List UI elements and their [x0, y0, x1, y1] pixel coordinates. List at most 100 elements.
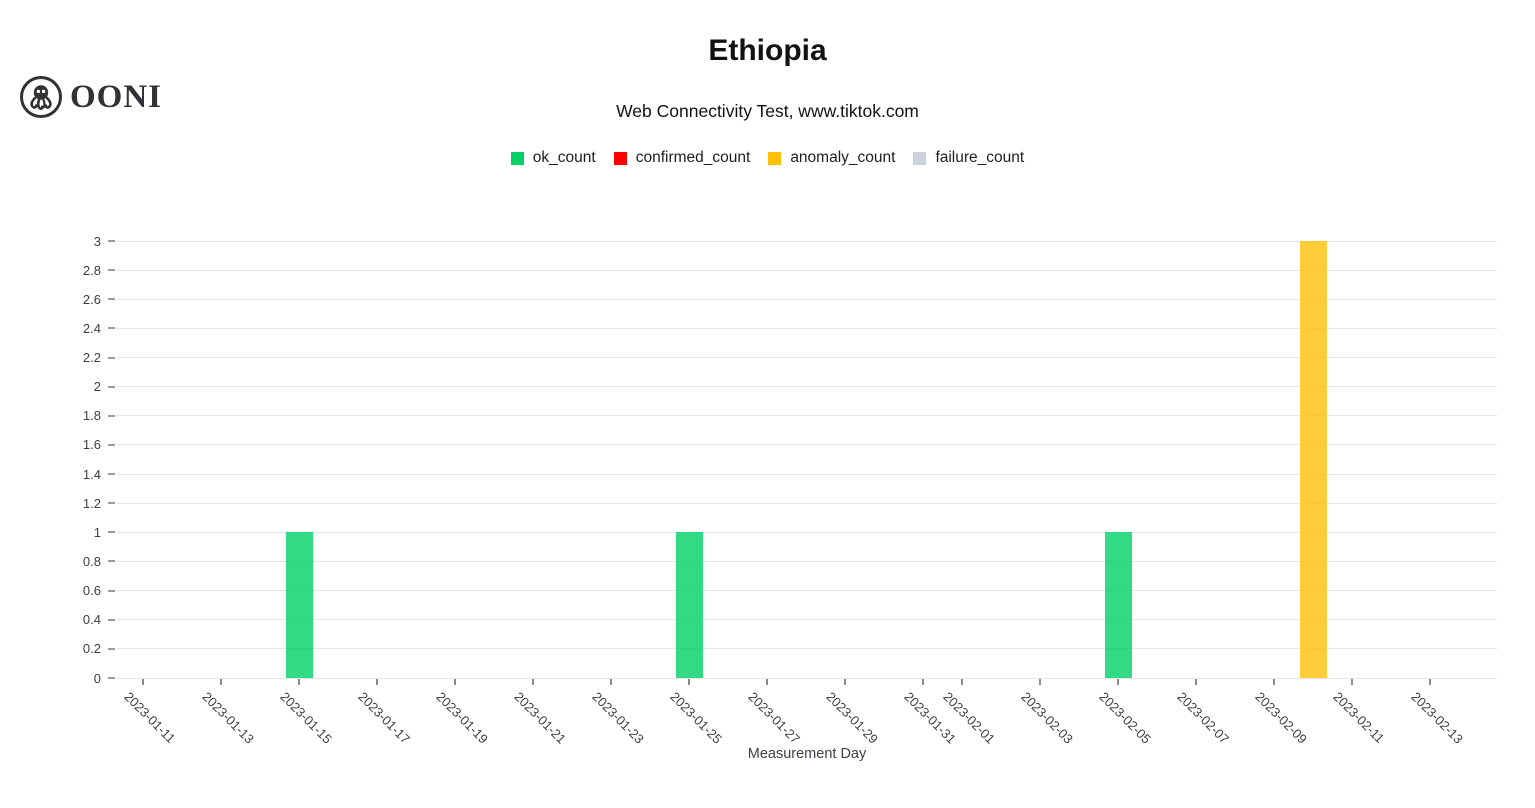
gridline [117, 502, 1497, 504]
x-tick-mark [922, 679, 924, 685]
legend-swatch-anomaly-count [768, 151, 782, 165]
legend-item-confirmed-count[interactable]: confirmed_count [613, 149, 751, 167]
x-tick-label: 2023-01-19 [433, 689, 492, 747]
y-tick-mark [108, 414, 115, 417]
legend-item-ok-count[interactable]: ok_count [510, 149, 596, 167]
x-tick-label: 2023-01-25 [667, 689, 726, 747]
bar-ok_count[interactable] [285, 532, 313, 678]
y-tick-mark [108, 502, 115, 505]
legend-label: anomaly_count [790, 149, 896, 166]
x-tick-mark [1273, 679, 1275, 685]
bar-ok_count[interactable] [675, 532, 703, 678]
x-tick-mark [298, 679, 300, 685]
x-tick-mark [961, 679, 963, 685]
legend-label: ok_count [532, 149, 596, 166]
legend-item-anomaly-count[interactable]: anomaly_count [768, 149, 895, 167]
x-tick-label: 2023-01-17 [355, 689, 414, 747]
bar-anomaly_count[interactable] [1299, 241, 1327, 678]
y-tick-label: 2.8 [82, 262, 101, 278]
x-tick-mark [376, 679, 378, 685]
gridline [117, 269, 1497, 271]
ooni-logo[interactable]: OONI [18, 74, 162, 120]
legend-swatch-confirmed-count [613, 151, 627, 165]
y-tick-label: 2 [93, 379, 101, 395]
y-tick-mark [108, 269, 115, 272]
x-tick-label: 2023-02-11 [1330, 689, 1388, 746]
y-tick-label: 1.2 [82, 495, 101, 511]
gridline [117, 357, 1497, 359]
legend-item-failure-count[interactable]: failure_count [913, 149, 1024, 167]
y-tick-mark [108, 589, 115, 592]
gridline [117, 327, 1497, 329]
page-title: Ethiopia [708, 34, 827, 67]
y-tick-mark [108, 647, 115, 650]
y-tick-mark [108, 327, 115, 330]
ooni-octopus-icon [18, 74, 64, 120]
gridline [117, 648, 1497, 650]
y-tick-mark [108, 443, 115, 446]
y-tick-mark [108, 356, 115, 359]
y-tick-mark [108, 618, 115, 621]
gridline [117, 386, 1497, 388]
y-tick-label: 2.6 [82, 291, 101, 307]
y-tick-label: 2.4 [82, 320, 101, 336]
x-tick-label: 2023-02-03 [1018, 689, 1077, 747]
x-tick-label: 2023-01-29 [823, 689, 882, 747]
y-tick-label: 1.8 [82, 408, 101, 424]
x-tick-label: 2023-02-09 [1252, 689, 1311, 747]
x-tick-mark [1351, 679, 1353, 685]
y-tick-label: 0.8 [82, 553, 101, 569]
x-tick-mark [454, 679, 456, 685]
chart-subtitle: Web Connectivity Test, www.tiktok.com [616, 101, 919, 121]
gridline [117, 240, 1497, 242]
x-tick-mark [1117, 679, 1119, 685]
gridline [117, 590, 1497, 592]
x-tick-mark [142, 679, 144, 685]
x-tick-mark [844, 679, 846, 685]
x-tick-label: 2023-02-05 [1096, 689, 1155, 747]
y-tick-label: 3 [93, 233, 101, 249]
x-tick-label: 2023-01-15 [277, 689, 336, 747]
y-tick-mark [108, 240, 115, 242]
y-tick-mark [108, 560, 115, 563]
legend-swatch-failure-count [913, 151, 927, 165]
x-tick-label: 2023-01-27 [745, 689, 804, 747]
gridline [117, 415, 1497, 417]
gridline [117, 619, 1497, 621]
gridline [117, 444, 1497, 446]
x-tick-label: 2023-02-13 [1408, 689, 1467, 747]
legend-label: failure_count [935, 149, 1025, 166]
x-tick-mark [220, 679, 222, 685]
y-tick-mark [108, 385, 115, 388]
x-tick-mark [610, 679, 612, 685]
gridline [117, 560, 1497, 562]
x-tick-label: 2023-02-07 [1174, 689, 1233, 747]
y-tick-label: 2.2 [82, 350, 101, 366]
y-tick-label: 1 [93, 524, 101, 540]
x-tick-mark [1195, 679, 1197, 685]
x-tick-label: 2023-01-11 [121, 689, 179, 746]
x-tick-mark [766, 679, 768, 685]
y-tick-label: 1.4 [82, 466, 101, 482]
x-tick-mark [1429, 679, 1431, 685]
bar-ok_count[interactable] [1104, 532, 1132, 678]
y-tick-label: 0.4 [82, 612, 101, 628]
legend-label: confirmed_count [635, 149, 751, 166]
chart-legend: ok_count confirmed_count anomaly_count f… [0, 149, 1535, 167]
y-tick-mark [108, 298, 115, 301]
gridline [117, 298, 1497, 300]
y-tick-mark [108, 531, 115, 534]
y-tick-mark [108, 677, 115, 679]
y-tick-label: 0.6 [82, 583, 101, 599]
y-tick-label: 0 [93, 670, 101, 686]
y-tick-label: 0.2 [82, 641, 101, 657]
x-tick-mark [688, 679, 690, 685]
x-tick-label: 2023-01-23 [589, 689, 648, 747]
x-tick-mark [532, 679, 534, 685]
x-axis-title: Measurement Day [747, 746, 867, 762]
gridline [117, 473, 1497, 475]
legend-swatch-ok-count [510, 151, 524, 165]
x-tick-mark [1039, 679, 1041, 685]
